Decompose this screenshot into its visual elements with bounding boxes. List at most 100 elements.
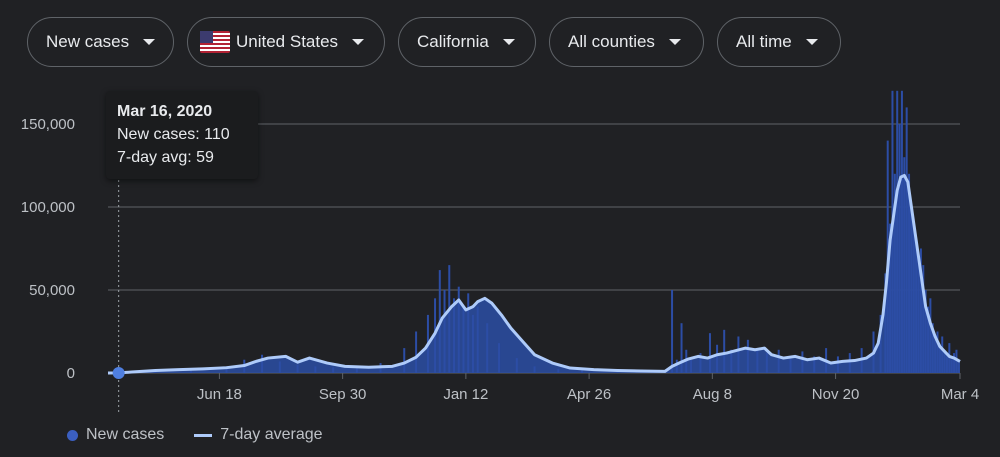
new-cases-bar	[948, 343, 951, 373]
new-cases-bar	[927, 306, 930, 373]
new-cases-bar	[443, 290, 446, 373]
new-cases-bar	[941, 336, 944, 373]
avg-legend-swatch	[194, 433, 213, 437]
new-cases-bar	[919, 248, 922, 373]
new-cases-bar	[730, 349, 733, 373]
new-cases-bar	[690, 359, 693, 373]
new-cases-bar	[893, 173, 896, 373]
dropdown-caret-icon	[668, 39, 681, 45]
new-cases-bar	[471, 314, 474, 373]
new-cases-bar	[675, 359, 678, 373]
tooltip-new-cases: New cases: 110	[117, 126, 230, 143]
new-cases-bar	[448, 265, 451, 373]
county-label: All counties	[568, 32, 655, 51]
new-cases-bar	[938, 348, 941, 373]
region-dropdown[interactable]: California	[398, 17, 536, 67]
cases-area	[108, 175, 960, 373]
tooltip-date: Mar 16, 2020	[117, 103, 213, 120]
new-cases-bar	[716, 344, 719, 373]
new-cases-bar	[680, 323, 683, 373]
x-tick-label: Jun 18	[197, 386, 242, 403]
new-cases-bar	[314, 366, 317, 373]
new-cases-bar	[225, 366, 228, 373]
new-cases-bar	[848, 353, 851, 373]
metric-dropdown[interactable]: New cases	[27, 17, 174, 67]
new-cases-bar	[467, 293, 470, 373]
x-tick-label: Mar 4	[941, 386, 979, 403]
new-cases-bar	[777, 349, 780, 373]
new-cases-bar	[813, 356, 816, 373]
period-label: All time	[736, 32, 792, 51]
x-tick-label: Nov 20	[812, 386, 860, 403]
new-cases-bar	[515, 358, 518, 373]
new-cases-bar	[953, 353, 956, 373]
legend-new-cases: New cases	[86, 426, 165, 443]
new-cases-bar	[699, 353, 702, 373]
y-tick-label: 0	[67, 365, 75, 382]
new-cases-bar	[924, 290, 927, 373]
new-cases-bar	[457, 286, 460, 373]
new-cases-bar	[931, 323, 934, 373]
new-cases-bar	[929, 298, 932, 373]
new-cases-bar	[746, 339, 749, 373]
period-dropdown[interactable]: All time	[717, 17, 841, 67]
tooltip-7day-avg: 7-day avg: 59	[117, 149, 214, 166]
us-flag-icon	[200, 31, 230, 53]
dropdown-caret-icon	[502, 39, 515, 45]
new-cases-bar	[884, 273, 887, 373]
new-cases-bar	[922, 265, 925, 373]
new-cases-bar	[415, 331, 418, 373]
new-cases-bar	[789, 356, 792, 373]
new-cases-bar	[261, 354, 264, 373]
new-cases-bar	[498, 343, 501, 373]
metric-label: New cases	[46, 32, 130, 51]
new-cases-bar	[403, 348, 406, 373]
new-cases-bar	[900, 90, 903, 374]
new-cases-bar	[943, 353, 946, 373]
new-cases-bar	[486, 323, 489, 373]
y-tick-label: 100,000	[21, 199, 75, 216]
region-label: California	[417, 32, 489, 51]
new-cases-bar	[355, 366, 358, 373]
new-cases-bar	[671, 290, 674, 373]
new-cases-bar	[189, 368, 192, 373]
county-dropdown[interactable]: All counties	[549, 17, 704, 67]
new-cases-bar	[908, 173, 911, 373]
filter-bar: New cases United States California All c…	[27, 17, 841, 67]
country-label: United States	[236, 32, 339, 51]
new-cases-bar	[533, 366, 536, 373]
new-cases-bar	[278, 361, 281, 373]
x-tick-label: Aug 8	[693, 386, 732, 403]
new-cases-bar	[898, 124, 901, 373]
new-cases-bar	[903, 157, 906, 373]
new-cases-bar	[950, 359, 953, 373]
new-cases-bar	[476, 306, 479, 373]
new-cases-bar	[910, 207, 913, 373]
new-cases-bar	[879, 314, 882, 373]
y-tick-label: 50,000	[29, 282, 75, 299]
new-cases-bar	[889, 223, 892, 373]
new-cases-bar	[580, 369, 583, 373]
new-cases-bar	[955, 349, 958, 373]
new-cases-bar	[945, 356, 948, 373]
legend-7day-average: 7-day average	[220, 426, 323, 443]
new-cases-bar	[912, 223, 915, 373]
new-cases-bar	[801, 351, 804, 373]
chart-tooltip: Mar 16, 2020 New cases: 110 7-day avg: 5…	[106, 91, 258, 179]
new-cases-legend-swatch	[67, 429, 78, 441]
new-cases-bar	[557, 368, 560, 373]
chart-legend: New cases 7-day average	[67, 426, 323, 444]
new-cases-bar	[296, 364, 299, 373]
dropdown-caret-icon	[143, 39, 156, 45]
dropdown-caret-icon	[805, 39, 818, 45]
new-cases-bar	[917, 256, 920, 373]
dropdown-caret-icon	[352, 39, 365, 45]
new-cases-bar	[936, 331, 939, 373]
new-cases-bar	[453, 298, 456, 373]
new-cases-bar	[896, 90, 899, 374]
new-cases-bar	[934, 339, 937, 373]
selected-point-marker	[112, 367, 125, 379]
new-cases-bar	[723, 329, 726, 373]
new-cases-bar	[765, 353, 768, 373]
country-dropdown[interactable]: United States	[187, 17, 385, 67]
